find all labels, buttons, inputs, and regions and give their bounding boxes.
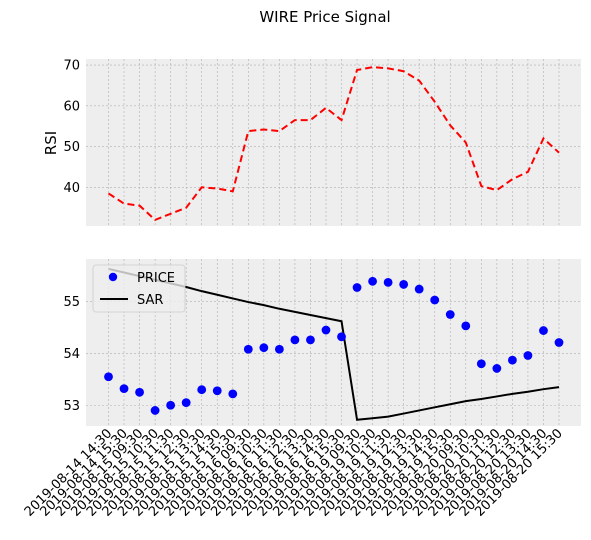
price-point — [539, 326, 548, 335]
price-point — [384, 278, 393, 287]
price-point — [446, 310, 455, 319]
price-point — [197, 385, 206, 394]
y-tick-label: 54 — [63, 347, 80, 362]
chart-title: WIRE Price Signal — [259, 8, 390, 26]
legend: PRICE SAR — [93, 265, 185, 312]
price-point — [213, 386, 222, 395]
price-point — [291, 336, 300, 345]
y-tick-label: 40 — [63, 181, 80, 196]
y-tick-label: 50 — [63, 140, 80, 155]
price-point — [135, 388, 144, 397]
y-tick-label: 53 — [63, 399, 80, 414]
y-tick-label: 55 — [63, 295, 80, 310]
rsi-panel: 40 50 60 70 RSI — [42, 59, 581, 226]
legend-price-label: PRICE — [137, 271, 175, 286]
price-point — [415, 285, 424, 294]
price-point — [322, 326, 331, 335]
y-tick-label: 70 — [63, 59, 80, 74]
price-point — [120, 384, 129, 393]
price-point — [104, 372, 113, 381]
price-point — [477, 359, 486, 368]
price-y-ticks: 53 54 55 — [63, 295, 80, 414]
rsi-y-ticks: 40 50 60 70 — [63, 59, 80, 196]
price-point — [244, 345, 253, 354]
price-point — [430, 296, 439, 305]
price-point — [337, 332, 346, 341]
price-point — [275, 345, 284, 354]
price-point — [182, 398, 191, 407]
y-tick-label: 60 — [63, 99, 80, 114]
legend-sar-label: SAR — [137, 293, 163, 308]
price-point — [508, 356, 517, 365]
legend-price-marker — [109, 273, 117, 281]
price-point — [228, 389, 237, 398]
rsi-plot-area — [86, 59, 581, 226]
price-point — [306, 336, 315, 345]
price-point — [166, 401, 175, 410]
price-point — [524, 351, 533, 360]
price-point — [399, 280, 408, 289]
price-point — [368, 277, 377, 286]
price-point — [259, 343, 268, 352]
price-point — [492, 364, 501, 373]
price-point — [555, 338, 564, 347]
price-point — [151, 406, 160, 415]
price-point — [461, 322, 470, 331]
rsi-y-axis-label: RSI — [42, 131, 60, 155]
price-point — [353, 283, 362, 292]
